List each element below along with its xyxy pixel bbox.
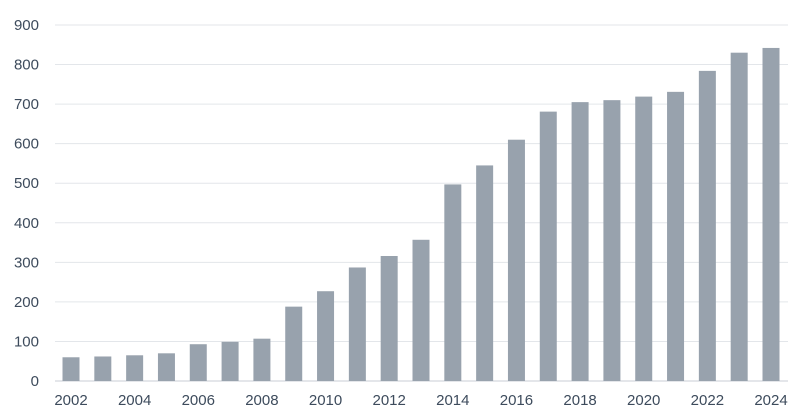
bar-2008 <box>253 338 271 381</box>
bar-2014 <box>444 184 462 381</box>
x-tick-label: 2012 <box>372 392 405 409</box>
bar-2013 <box>412 239 430 381</box>
x-tick-label: 2018 <box>563 392 596 409</box>
bar-2002 <box>62 357 80 381</box>
bar-2005 <box>157 353 175 381</box>
bar-2024 <box>762 47 780 381</box>
bar-2022 <box>698 70 716 381</box>
y-tick-label: 800 <box>14 57 39 74</box>
y-axis-ticks: 0 100 200 300 400 500 600 700 800 900 <box>14 17 39 390</box>
x-tick-label: 2008 <box>245 392 278 409</box>
bar-2012 <box>380 256 398 381</box>
bar-2011 <box>348 267 366 381</box>
bar-2010 <box>317 291 335 381</box>
bar-2009 <box>285 306 303 381</box>
y-tick-label: 300 <box>14 254 39 271</box>
y-tick-label: 100 <box>14 333 39 350</box>
bar-2019 <box>603 100 621 381</box>
x-axis-ticks: 2002 2004 2006 2008 2010 2012 2014 2016 2018 2020… <box>54 392 787 409</box>
x-tick-label: 2014 <box>436 392 469 409</box>
gridlines <box>55 24 788 382</box>
bar-2015 <box>476 165 494 381</box>
x-tick-label: 2004 <box>118 392 151 409</box>
bar-2007 <box>221 341 239 381</box>
y-tick-label: 400 <box>14 215 39 232</box>
bar-2021 <box>667 91 685 381</box>
bar-2023 <box>730 52 748 381</box>
x-tick-label: 2020 <box>627 392 660 409</box>
y-tick-label: 600 <box>14 136 39 153</box>
x-tick-label: 2002 <box>54 392 87 409</box>
x-tick-label: 2006 <box>182 392 215 409</box>
y-tick-label: 900 <box>14 17 39 34</box>
y-tick-label: 500 <box>14 175 39 192</box>
x-tick-label: 2016 <box>500 392 533 409</box>
x-tick-label: 2024 <box>754 392 787 409</box>
y-tick-label: 200 <box>14 294 39 311</box>
y-tick-label: 0 <box>31 373 39 390</box>
bar-2004 <box>126 355 144 381</box>
bar-2017 <box>539 111 557 381</box>
x-tick-label: 2010 <box>309 392 342 409</box>
bar-2020 <box>635 96 653 381</box>
bars <box>62 47 780 381</box>
bar-2016 <box>507 139 525 381</box>
bar-2003 <box>94 356 112 381</box>
bar-2006 <box>189 344 207 381</box>
x-tick-label: 2022 <box>691 392 724 409</box>
y-tick-label: 700 <box>14 96 39 113</box>
bar-2018 <box>571 102 589 381</box>
